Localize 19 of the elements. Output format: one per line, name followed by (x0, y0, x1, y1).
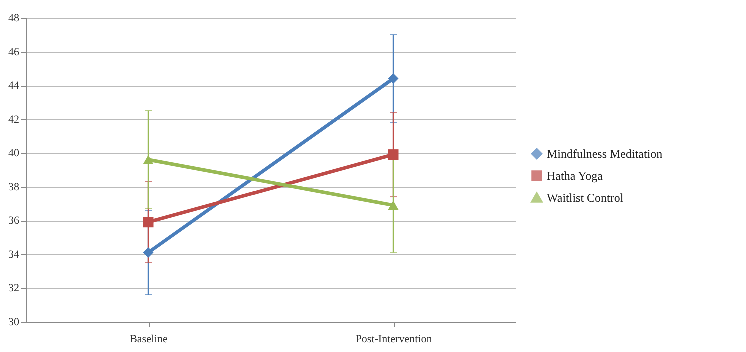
point (388, 74, 399, 84)
point (143, 217, 154, 228)
y-tick-label: 36 (8, 215, 20, 228)
legend-label: Hatha Yoga (547, 169, 604, 183)
y-tick-label: 38 (8, 181, 20, 194)
y-tick-label: 30 (8, 316, 20, 328)
point (143, 248, 154, 258)
y-tick-label: 46 (8, 46, 20, 58)
legend-label: Mindfulness Meditation (547, 147, 663, 161)
x-tick-label: Baseline (130, 334, 168, 346)
y-tick-label: 40 (8, 148, 20, 160)
y-tick-label: 44 (8, 80, 20, 92)
y-tick-label: 42 (8, 114, 20, 126)
x-tick-label: Post-Intervention (356, 334, 433, 346)
y-tick-label: 32 (8, 282, 20, 295)
y-tick-label: 48 (8, 12, 20, 24)
y-tick-label: 34 (8, 248, 20, 261)
point (388, 150, 399, 160)
legend-label: Waitlist Control (547, 191, 624, 205)
